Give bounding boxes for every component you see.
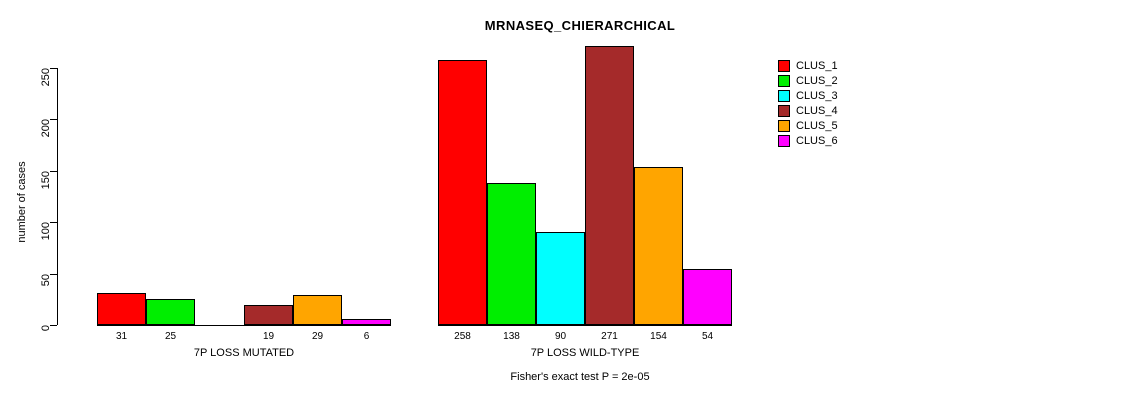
y-axis-tick — [50, 273, 57, 275]
group-axis-label: 7P LOSS MUTATED — [193, 347, 295, 359]
y-axis-tick-label-text: 50 — [40, 273, 52, 286]
legend-item[interactable]: CLUS_6 — [778, 133, 908, 148]
y-axis-tick-label: 250 — [0, 62, 52, 86]
bar — [97, 293, 146, 325]
bar-value-label: 6 — [363, 331, 370, 342]
legend-item[interactable]: CLUS_5 — [778, 118, 908, 133]
bar-value-label: 258 — [454, 331, 471, 342]
legend-item-label: CLUS_4 — [796, 104, 838, 117]
bar-value-label: 154 — [650, 331, 667, 342]
statistical-annotation: Fisher's exact test P = 2e-05 — [0, 371, 1140, 383]
statistical-annotation-text: Fisher's exact test P = 2e-05 — [510, 371, 650, 383]
y-axis-tick-label: 50 — [0, 268, 52, 286]
legend-color-swatch — [778, 74, 790, 87]
bar — [293, 295, 342, 325]
bar — [683, 269, 732, 325]
chart-title: MRNASEQ_CHIERARCHICAL — [0, 18, 1140, 33]
bar — [634, 166, 683, 325]
y-axis-tick-label-text: 0 — [40, 325, 52, 332]
bar-value-label: 90 — [554, 331, 567, 342]
legend-color-swatch — [778, 89, 790, 102]
bar — [487, 183, 536, 325]
legend: CLUS_1 CLUS_2 CLUS_3 CLUS_4 CLUS_5 CLUS_6 — [778, 58, 908, 148]
bar-value-label: 31 — [115, 331, 128, 342]
legend-item-label: CLUS_5 — [796, 119, 838, 132]
bar — [244, 305, 293, 325]
legend-color-swatch — [778, 134, 790, 147]
bar-value-label: 25 — [164, 331, 177, 342]
y-axis-tick — [50, 325, 57, 326]
bar — [585, 46, 634, 325]
y-axis-tick — [50, 222, 57, 224]
y-axis-tick-label-text: 250 — [40, 68, 52, 87]
bar — [146, 299, 195, 325]
legend-item[interactable]: CLUS_1 — [778, 58, 908, 73]
legend-color-swatch — [778, 119, 790, 132]
y-axis-tick-label: 0 — [0, 319, 52, 331]
legend-color-swatch — [778, 59, 790, 72]
bar-value-label: 19 — [262, 331, 275, 342]
legend-item-label: CLUS_1 — [796, 59, 838, 72]
y-axis-tick-label: 200 — [0, 113, 52, 137]
bar — [536, 232, 585, 325]
group-baseline — [438, 325, 732, 326]
legend-item-label: CLUS_2 — [796, 74, 838, 87]
plot-area: 0 50 100 150 200 250 number of cases 31 25 19 29… — [0, 46, 732, 359]
legend-item[interactable]: CLUS_2 — [778, 73, 908, 88]
legend-color-swatch — [778, 104, 790, 117]
bar — [438, 59, 487, 325]
y-axis-tick — [50, 170, 57, 172]
legend-item[interactable]: CLUS_3 — [778, 88, 908, 103]
legend-item-label: CLUS_6 — [796, 134, 838, 147]
bar-value-label: 138 — [503, 331, 520, 342]
group-baseline — [97, 325, 391, 326]
y-axis-title: number of cases — [16, 161, 28, 243]
bar-value-label: 271 — [601, 331, 618, 342]
legend-item[interactable]: CLUS_4 — [778, 103, 908, 118]
group-axis-label: 7P LOSS WILD-TYPE — [530, 347, 640, 359]
y-axis-tick-label-text: 100 — [40, 222, 52, 241]
y-axis-tick-label-text: 200 — [40, 119, 52, 138]
legend-item-label: CLUS_3 — [796, 89, 838, 102]
y-axis-tick — [50, 68, 57, 69]
chart-title-text: MRNASEQ_CHIERARCHICAL — [484, 18, 676, 33]
y-axis-line — [57, 68, 58, 325]
bar-value-label: 29 — [311, 331, 324, 342]
y-axis-tick — [50, 119, 57, 121]
bar-value-label: 54 — [701, 331, 714, 342]
bar — [342, 318, 391, 325]
y-axis-tick-label-text: 150 — [40, 170, 52, 190]
